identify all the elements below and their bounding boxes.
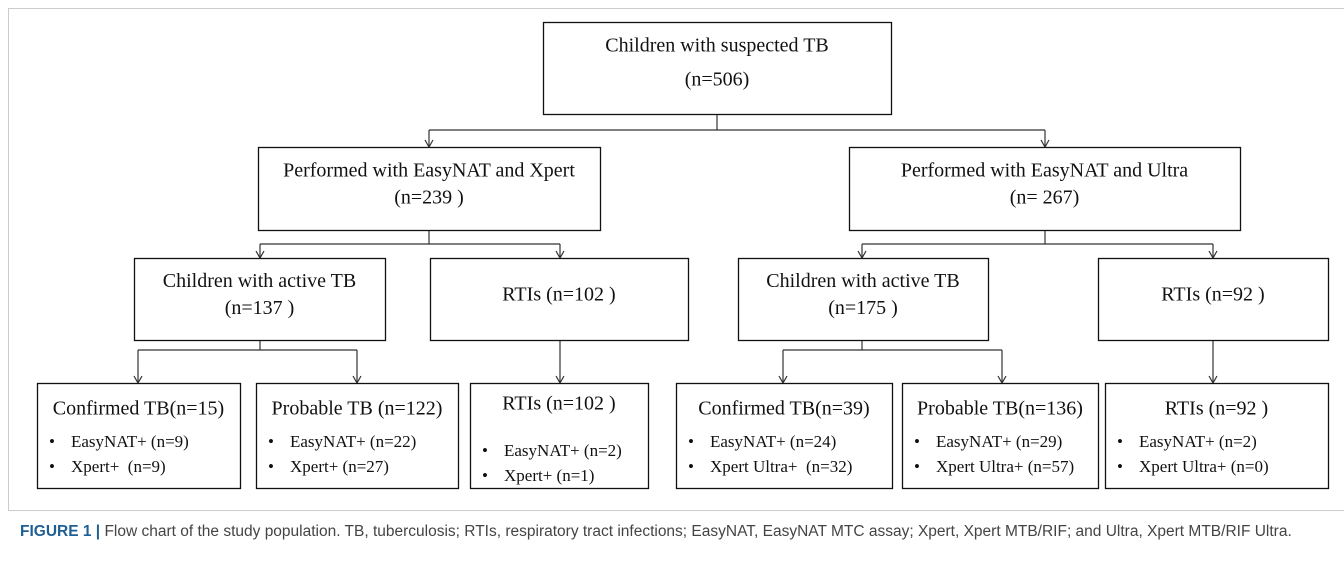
bullet-dot: • bbox=[268, 457, 274, 476]
bullet-text: EasyNAT+ (n=22) bbox=[290, 432, 416, 451]
bullet-text: EasyNAT+ (n=9) bbox=[71, 432, 189, 451]
box-text: Children with active TB bbox=[163, 270, 357, 292]
bullet-dot: • bbox=[914, 432, 920, 451]
boxes: Children with suspected TB (n=506) Perform… bbox=[36, 21, 1330, 490]
bullet-text: EasyNAT+ (n=2) bbox=[504, 441, 622, 460]
box bbox=[469, 382, 650, 490]
bullet-dot: • bbox=[1117, 432, 1123, 451]
connectors bbox=[138, 114, 1213, 383]
box-text: (n=506) bbox=[685, 69, 750, 91]
box bbox=[737, 257, 990, 342]
bullet-dot: • bbox=[49, 457, 55, 476]
caption-label: FIGURE 1 | bbox=[20, 523, 101, 540]
bullet-dot: • bbox=[688, 457, 694, 476]
box-text: (n=137 ) bbox=[225, 297, 295, 319]
bullet-text: Xpert Ultra+ (n=57) bbox=[936, 457, 1074, 476]
box bbox=[257, 146, 602, 232]
box-text: Performed with EasyNAT and Xpert bbox=[283, 160, 575, 182]
bullet-text: Xpert Ultra+ (n=0) bbox=[1139, 457, 1269, 476]
box-text: Performed with EasyNAT and Ultra bbox=[901, 160, 1188, 182]
box-heading: Confirmed TB(n=39) bbox=[698, 398, 869, 420]
box-text: (n=175 ) bbox=[828, 297, 898, 319]
caption: FIGURE 1 | Flow chart of the study popul… bbox=[20, 521, 1340, 543]
figure-frame bbox=[8, 8, 1344, 511]
caption-text: Flow chart of the study population. TB, … bbox=[104, 523, 1292, 540]
bullet-text: EasyNAT+ (n=29) bbox=[936, 432, 1062, 451]
box-heading: RTIs (n=92 ) bbox=[1165, 398, 1268, 420]
bullet-text: Xpert+ (n=9) bbox=[71, 457, 166, 476]
box bbox=[255, 382, 460, 490]
bullet-text: EasyNAT+ (n=2) bbox=[1139, 432, 1257, 451]
bullet-dot: • bbox=[482, 466, 488, 485]
bullet-dot: • bbox=[49, 432, 55, 451]
box-heading: RTIs (n=102 ) bbox=[502, 393, 615, 415]
box-text: (n= 267) bbox=[1010, 187, 1080, 209]
box bbox=[1104, 382, 1330, 490]
box-text: Children with active TB bbox=[766, 270, 960, 292]
box bbox=[133, 257, 387, 342]
box bbox=[1097, 257, 1330, 342]
bullet-dot: • bbox=[688, 432, 694, 451]
box bbox=[36, 382, 242, 490]
box-heading: Probable TB(n=136) bbox=[917, 398, 1083, 420]
bullet-text: Xpert+ (n=27) bbox=[290, 457, 389, 476]
bullet-dot: • bbox=[914, 457, 920, 476]
bullet-dot: • bbox=[1117, 457, 1123, 476]
bullet-dot: • bbox=[482, 441, 488, 460]
box-text: (n=239 ) bbox=[394, 187, 464, 209]
box bbox=[901, 382, 1100, 490]
bullet-text: EasyNAT+ (n=24) bbox=[710, 432, 836, 451]
box-heading: Confirmed TB(n=15) bbox=[53, 398, 224, 420]
box bbox=[542, 21, 893, 116]
box-text: RTIs (n=102 ) bbox=[502, 284, 615, 306]
box-text: Children with suspected TB bbox=[605, 35, 829, 57]
box bbox=[848, 146, 1242, 232]
box-heading: Probable TB (n=122) bbox=[272, 398, 443, 420]
box bbox=[429, 257, 690, 342]
box-text: RTIs (n=92 ) bbox=[1161, 284, 1264, 306]
bullet-text: Xpert Ultra+ (n=32) bbox=[710, 457, 852, 476]
bullet-dot: • bbox=[268, 432, 274, 451]
bullet-text: Xpert+ (n=1) bbox=[504, 466, 594, 485]
box bbox=[675, 382, 894, 490]
